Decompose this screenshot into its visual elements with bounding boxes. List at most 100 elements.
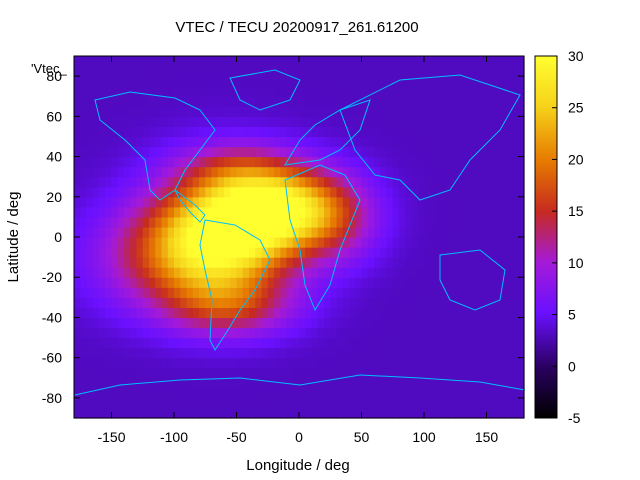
heatmap-cell (336, 297, 344, 308)
heatmap-cell (261, 347, 269, 359)
heatmap-cell (474, 126, 481, 138)
heatmap-cell (130, 116, 138, 127)
heatmap-cell (455, 126, 463, 138)
heatmap-cell (99, 56, 106, 67)
coastline-europe (284, 99, 371, 166)
heatmap-cell (355, 407, 363, 419)
heatmap-cell (311, 317, 319, 329)
heatmap-cell (511, 196, 519, 208)
heatmap-cell (292, 66, 300, 77)
heatmap-cell (374, 377, 381, 389)
heatmap-cell (480, 237, 488, 248)
heatmap-cell (211, 247, 219, 258)
heatmap-cell (324, 176, 331, 188)
heatmap-cell (417, 287, 425, 298)
heatmap-cell (399, 216, 406, 228)
heatmap-cell (280, 237, 288, 248)
heatmap-cell (217, 166, 225, 178)
heatmap-cell (286, 407, 294, 419)
heatmap-cell (305, 216, 313, 228)
heatmap-cell (499, 196, 506, 208)
heatmap-cell (86, 176, 94, 188)
heatmap-cell (105, 196, 113, 208)
heatmap-cell (199, 66, 206, 77)
heatmap-cell (186, 287, 194, 298)
heatmap-cell (455, 96, 463, 107)
heatmap-cell (517, 226, 525, 238)
heatmap-cell (130, 166, 138, 178)
heatmap-cell (161, 216, 169, 228)
heatmap-cell (386, 196, 394, 208)
heatmap-cell (236, 126, 244, 138)
heatmap-cell (267, 116, 275, 127)
heatmap-cell (74, 86, 81, 97)
heatmap-cell (136, 327, 144, 339)
heatmap-cell (161, 317, 169, 329)
heatmap-cell (117, 196, 125, 208)
heatmap-cell (436, 126, 444, 138)
heatmap-cell (361, 327, 369, 339)
heatmap-cell (386, 267, 394, 278)
heatmap-cell (355, 76, 363, 87)
heatmap-cell (186, 56, 194, 67)
heatmap-cell (392, 66, 400, 77)
heatmap-cell (442, 96, 450, 107)
heatmap-cell (155, 407, 163, 419)
heatmap-cell (149, 76, 156, 87)
heatmap-cell (105, 176, 113, 188)
heatmap-cell (317, 66, 325, 77)
heatmap-cell (486, 226, 494, 238)
heatmap-cell (230, 216, 238, 228)
heatmap-cell (517, 387, 525, 399)
heatmap-cell (124, 267, 131, 278)
heatmap-cell (230, 146, 238, 158)
heatmap-cell (517, 166, 525, 178)
heatmap-cell (324, 337, 331, 349)
heatmap-cell (411, 66, 419, 77)
heatmap-cell (492, 156, 500, 168)
heatmap-cell (324, 116, 331, 127)
x-axis-label: Longitude / deg (246, 457, 349, 474)
heatmap-cell (255, 166, 263, 178)
heatmap-cell (361, 297, 369, 308)
heatmap-cell (205, 287, 213, 298)
heatmap-cell (449, 287, 456, 298)
heatmap-cell (299, 146, 306, 158)
heatmap-cell (174, 226, 181, 238)
heatmap-cell (367, 76, 375, 87)
heatmap-cell (417, 176, 425, 188)
heatmap-cell (249, 176, 256, 188)
heatmap-cell (499, 56, 506, 67)
heatmap-cell (461, 226, 469, 238)
heatmap-cell (499, 116, 506, 127)
heatmap-cell (324, 347, 331, 359)
heatmap-cell (255, 216, 263, 228)
heatmap-cell (299, 186, 306, 198)
heatmap-cell (311, 387, 319, 399)
heatmap-cell (130, 156, 138, 168)
heatmap-cell (492, 66, 500, 77)
heatmap-cell (349, 76, 356, 87)
heatmap-cell (136, 216, 144, 228)
heatmap-cell (499, 126, 506, 138)
heatmap-cell (324, 146, 331, 158)
heatmap-cell (299, 136, 306, 148)
heatmap-cell (342, 407, 350, 419)
heatmap-cell (86, 397, 94, 409)
heatmap-cell (167, 357, 175, 369)
heatmap-cell (217, 287, 225, 298)
heatmap-cell (86, 146, 94, 158)
heatmap-cell (299, 86, 306, 97)
heatmap-cell (424, 206, 431, 218)
heatmap-cell (342, 216, 350, 228)
heatmap-cell (517, 136, 525, 148)
heatmap-cell (367, 307, 375, 319)
heatmap-cell (267, 136, 275, 148)
heatmap-cell (217, 367, 225, 379)
heatmap-cell (449, 166, 456, 178)
heatmap-cell (274, 226, 281, 238)
heatmap-cell (236, 56, 244, 67)
heatmap-cell (186, 267, 194, 278)
heatmap-cell (417, 277, 425, 288)
heatmap-cell (455, 297, 463, 308)
